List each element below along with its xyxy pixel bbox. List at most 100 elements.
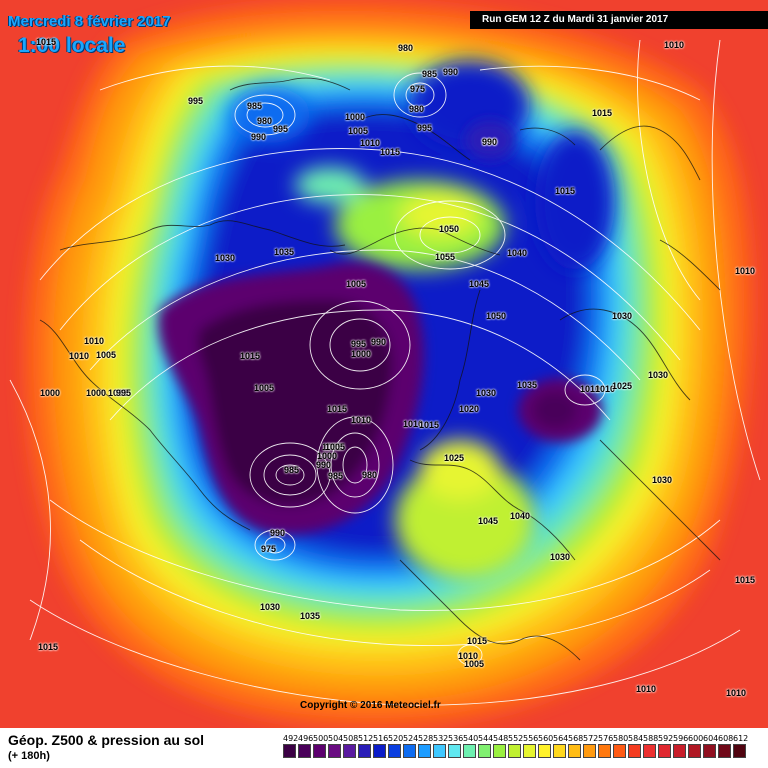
coastlines — [39, 77, 721, 661]
pressure-label: 980 — [257, 116, 273, 126]
pressure-label: 1010 — [735, 266, 756, 276]
pressure-label: 1015 — [38, 642, 59, 652]
pressure-label: 1010 — [726, 688, 747, 698]
pressure-label: 1000 — [345, 112, 366, 122]
color-scale: 492 496 500 504 508 512 516 520 524 528 532 536 540 5… — [283, 734, 753, 764]
scale-tick-label: 596 — [673, 734, 689, 743]
pressure-label: 1045 — [469, 279, 490, 289]
scale-tick-label: 552 — [508, 734, 524, 743]
scale-tick-label: 588 — [643, 734, 659, 743]
scale-tick-label: 496 — [298, 734, 314, 743]
pressure-label: 1010 — [580, 384, 601, 394]
pressure-label: 990 — [371, 337, 387, 347]
pressure-label: 1025 — [444, 453, 465, 463]
pressure-label: 1010 — [360, 138, 381, 148]
pressure-label: 995 — [351, 339, 367, 349]
pressure-label: 1035 — [300, 611, 321, 621]
scale-tick-label: 540 — [463, 734, 479, 743]
pressure-label: 1015 — [467, 636, 488, 646]
scale-tick-label: 572 — [583, 734, 599, 743]
scale-tick-label: 612 — [733, 734, 749, 743]
pressure-label: 1005 — [464, 659, 485, 669]
pressure-label: 1005 — [254, 383, 275, 393]
pressure-label: 1010 — [595, 384, 616, 394]
pressure-label: 995 — [417, 123, 433, 133]
weather-map: Mercredi 8 février 2017 1:00 locale Run … — [0, 0, 768, 728]
scale-swatch — [373, 744, 386, 758]
scale-tick-label: 580 — [613, 734, 629, 743]
pressure-label: 1000 — [317, 451, 338, 461]
pressure-label: 1055 — [435, 252, 456, 262]
scale-swatch — [568, 744, 581, 758]
pressure-label: 1030 — [476, 388, 497, 398]
pressure-label: 980 — [398, 43, 414, 53]
pressure-label: 980 — [409, 104, 425, 114]
pressure-label: 990 — [251, 132, 267, 142]
map-title: Géop. Z500 & pression au sol — [8, 732, 205, 748]
scale-swatch — [553, 744, 566, 758]
pressure-label: 1010 — [636, 684, 657, 694]
scale-swatch — [343, 744, 356, 758]
pressure-label: 1020 — [459, 404, 480, 414]
pressure-label: 1005 — [108, 388, 129, 398]
pressure-label: 1005 — [346, 279, 367, 289]
pressure-label: 990 — [482, 137, 498, 147]
scale-swatch — [313, 744, 326, 758]
pressure-label: 985 — [422, 69, 438, 79]
scale-swatch — [718, 744, 731, 758]
scale-tick-label: 576 — [598, 734, 614, 743]
pressure-label: 1005 — [96, 350, 117, 360]
scale-swatch — [538, 744, 551, 758]
pressure-label: 1015 — [419, 420, 440, 430]
pressure-label: 985 — [284, 465, 300, 475]
scale-swatch — [658, 744, 671, 758]
scale-swatch — [523, 744, 536, 758]
run-info: Run GEM 12 Z du Mardi 31 janvier 2017 — [470, 11, 768, 29]
pressure-label: 1015 — [380, 147, 401, 157]
scale-tick-label: 536 — [448, 734, 464, 743]
pressure-label: 1040 — [507, 248, 528, 258]
pressure-label: 1010 — [351, 415, 372, 425]
scale-swatch — [643, 744, 656, 758]
pressure-label: 1000 — [40, 388, 61, 398]
scale-swatch — [328, 744, 341, 758]
forecast-range: (+ 180h) — [8, 750, 50, 762]
scale-swatch — [508, 744, 521, 758]
scale-tick-label: 544 — [478, 734, 494, 743]
pressure-label: 1035 — [274, 247, 295, 257]
pressure-label: 1010 — [664, 40, 685, 50]
pressure-label: 1030 — [648, 370, 669, 380]
scale-swatch — [628, 744, 641, 758]
pressure-label: 1015 — [555, 186, 576, 196]
scale-swatch — [448, 744, 461, 758]
scale-swatch — [433, 744, 446, 758]
pressure-label: 1010 — [458, 651, 479, 661]
pressure-label: 990 — [316, 460, 332, 470]
scale-tick-label: 528 — [418, 734, 434, 743]
scale-tick-label: 592 — [658, 734, 674, 743]
pressure-label: 1040 — [510, 511, 531, 521]
scale-tick-label: 556 — [523, 734, 539, 743]
scale-tick-label: 492 — [283, 734, 299, 743]
forecast-time: 1:00 locale — [18, 34, 126, 57]
pressure-label: 985 — [247, 101, 263, 111]
scale-swatch — [298, 744, 311, 758]
scale-swatch — [673, 744, 686, 758]
pressure-label: 985 — [328, 471, 344, 481]
pressure-label: 1030 — [550, 552, 571, 562]
scale-tick-label: 520 — [388, 734, 404, 743]
scale-swatch — [688, 744, 701, 758]
pressure-label: 1030 — [215, 253, 236, 263]
pressure-label: 1015 — [36, 37, 57, 47]
scale-swatch — [478, 744, 491, 758]
pressure-label: 975 — [410, 84, 426, 94]
pressure-label: 1015 — [327, 404, 348, 414]
pressure-label: 1050 — [439, 224, 460, 234]
scale-tick-label: 584 — [628, 734, 644, 743]
scale-tick-label: 568 — [568, 734, 584, 743]
pressure-label: 1025 — [612, 381, 633, 391]
scale-tick-label: 508 — [343, 734, 359, 743]
pressure-label: 975 — [261, 544, 277, 554]
scale-swatch — [613, 744, 626, 758]
scale-swatch — [733, 744, 746, 758]
